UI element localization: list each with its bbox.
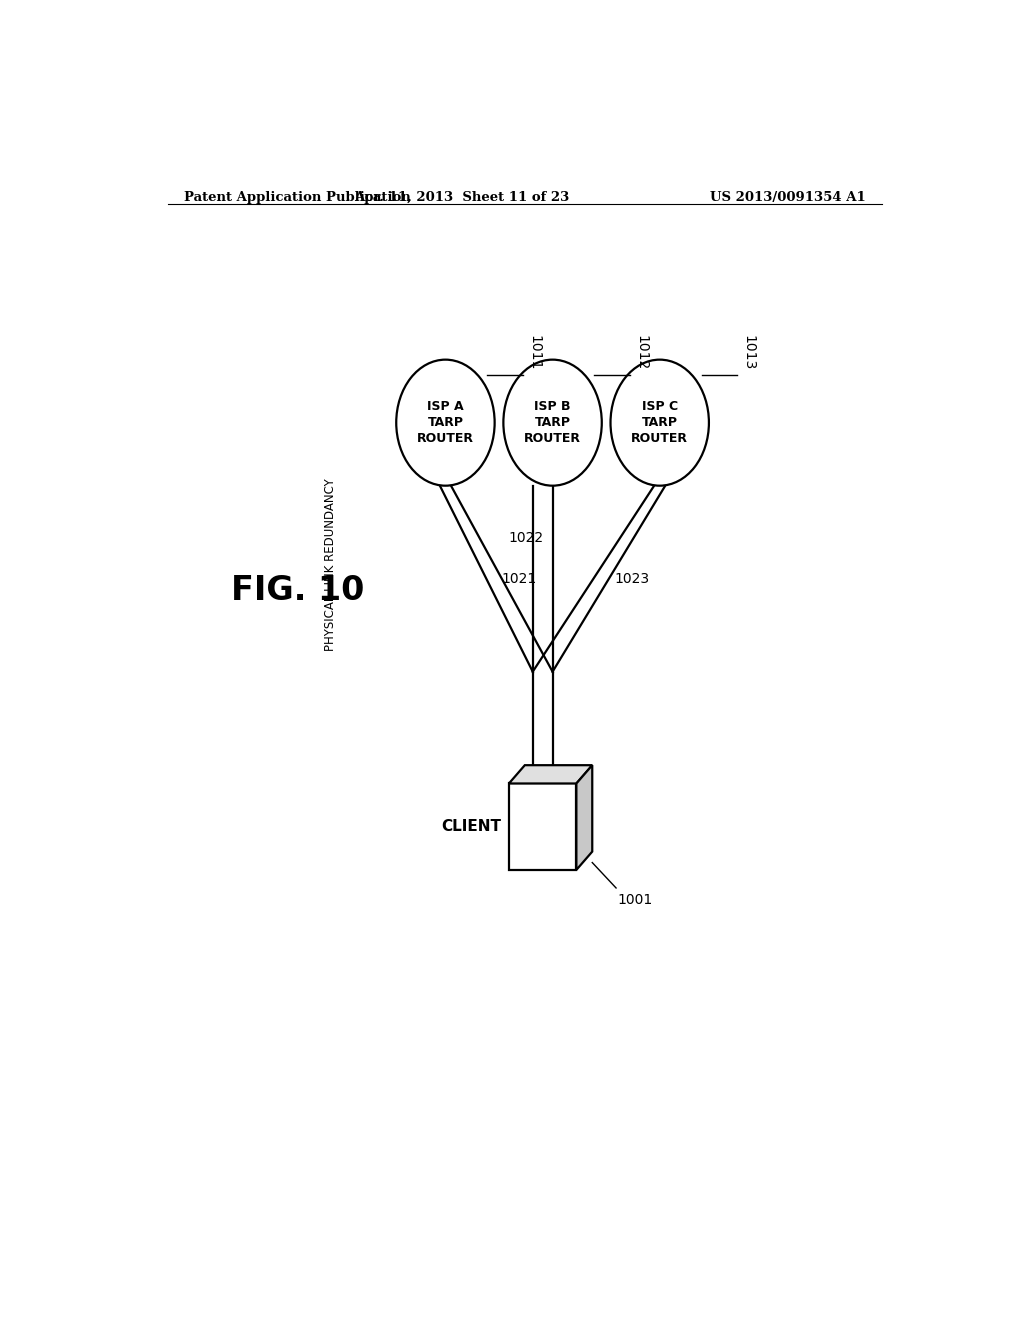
Text: FIG. 10: FIG. 10 <box>231 574 365 607</box>
Text: 1021: 1021 <box>501 572 537 586</box>
Polygon shape <box>509 784 577 870</box>
Text: ISP B
TARP
ROUTER: ISP B TARP ROUTER <box>524 400 581 445</box>
Text: CLIENT: CLIENT <box>441 820 501 834</box>
Text: ISP C
TARP
ROUTER: ISP C TARP ROUTER <box>631 400 688 445</box>
Text: US 2013/0091354 A1: US 2013/0091354 A1 <box>711 191 866 203</box>
Text: PHYSICAL LINK REDUNDANCY: PHYSICAL LINK REDUNDANCY <box>324 479 337 651</box>
Text: 1001: 1001 <box>617 894 653 907</box>
Text: 1023: 1023 <box>614 572 649 586</box>
Polygon shape <box>577 766 592 870</box>
Text: 1012: 1012 <box>634 335 648 371</box>
Text: 1013: 1013 <box>741 335 756 371</box>
Text: 1011: 1011 <box>527 335 541 371</box>
Text: ISP A
TARP
ROUTER: ISP A TARP ROUTER <box>417 400 474 445</box>
Polygon shape <box>509 766 592 784</box>
Circle shape <box>396 359 495 486</box>
Text: 1022: 1022 <box>509 531 544 545</box>
Circle shape <box>610 359 709 486</box>
Text: Apr. 11, 2013  Sheet 11 of 23: Apr. 11, 2013 Sheet 11 of 23 <box>353 191 569 203</box>
Circle shape <box>504 359 602 486</box>
Text: Patent Application Publication: Patent Application Publication <box>183 191 411 203</box>
